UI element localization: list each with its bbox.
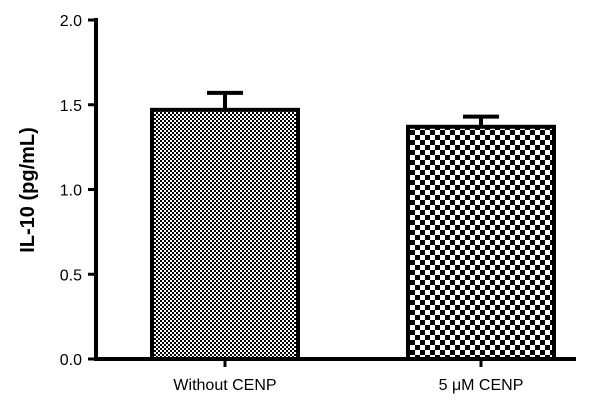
x-category-label: 5 μM CENP xyxy=(439,377,524,394)
bar-5um-cenp xyxy=(406,124,556,361)
y-tick-label: 1.5 xyxy=(60,98,82,115)
y-tick-label: 2.0 xyxy=(60,13,82,30)
bar-without-cenp xyxy=(150,107,300,361)
y-tick-label: 1.0 xyxy=(60,183,82,200)
y-axis-title: IL-10 (pg/mL) xyxy=(17,127,39,253)
bars-group xyxy=(150,107,556,361)
y-tick-label: 0.5 xyxy=(60,267,82,284)
error-bars-group xyxy=(207,90,499,127)
y-ticks-group: 0.0 0.5 1.0 1.5 2.0 xyxy=(60,13,96,369)
y-tick-label: 0.0 xyxy=(60,352,82,369)
x-category-label: Without CENP xyxy=(173,377,276,394)
x-ticks-group: Without CENP 5 μM CENP xyxy=(173,359,523,394)
